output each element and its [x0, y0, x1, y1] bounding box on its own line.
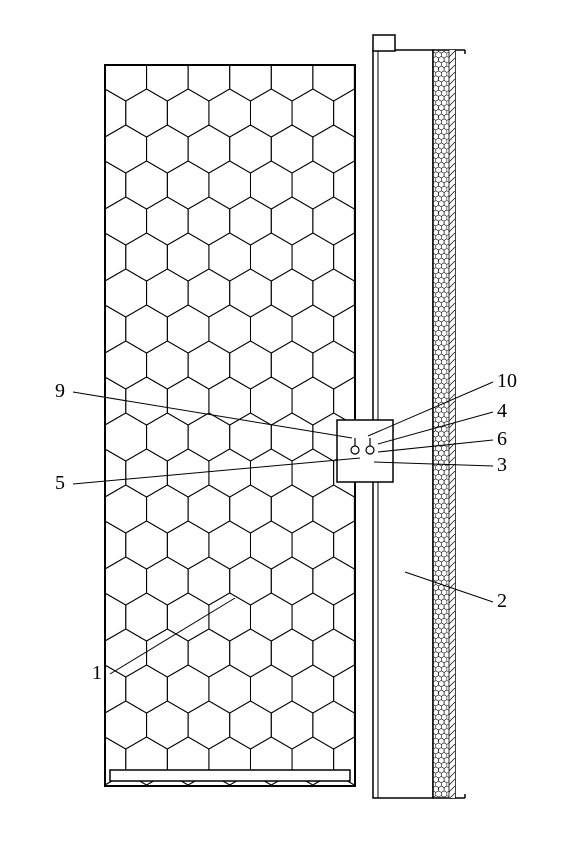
- callout-label-2: 2: [497, 590, 507, 613]
- callout-label-10: 10: [497, 370, 517, 393]
- callout-label-5: 5: [55, 472, 65, 495]
- top-knob: [373, 35, 395, 51]
- callout-label-1: 1: [92, 662, 102, 685]
- bottom-bar: [110, 770, 350, 781]
- leader-9: [73, 392, 352, 438]
- callout-label-9: 9: [55, 380, 65, 403]
- callout-label-3: 3: [497, 454, 507, 477]
- leader-1: [110, 598, 235, 674]
- callout-label-6: 6: [497, 428, 507, 451]
- hatch-deco: [449, 44, 455, 806]
- callout-label-4: 4: [497, 400, 507, 423]
- diagram-canvas: [0, 0, 577, 856]
- leader-5: [73, 458, 360, 484]
